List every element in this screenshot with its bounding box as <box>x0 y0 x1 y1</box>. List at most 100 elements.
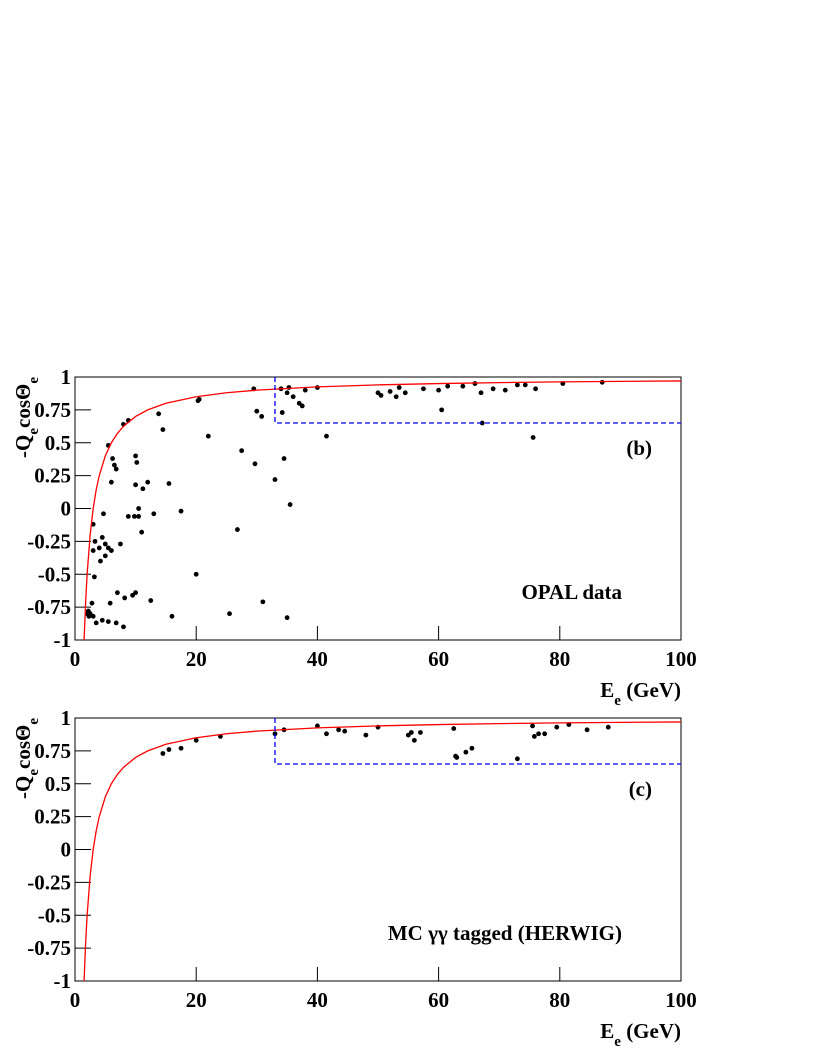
y-tick-label: 0.5 <box>45 772 71 796</box>
x-tick-label: 0 <box>70 647 81 671</box>
data-point <box>324 731 329 737</box>
data-point <box>514 756 520 762</box>
data-point <box>85 608 91 614</box>
y-tick-label: -0.5 <box>38 562 71 586</box>
data-point <box>113 620 119 626</box>
data-point <box>336 727 342 733</box>
y-tick-label: -1 <box>54 628 72 652</box>
data-point <box>113 466 119 472</box>
y-tick-label: 0.75 <box>34 739 71 763</box>
data-point <box>479 420 485 426</box>
data-point <box>239 448 245 454</box>
data-point <box>411 737 417 743</box>
annotation: MC γγ tagged (HERWIG) <box>388 921 622 945</box>
x-axis-label: Ee (GeV) <box>600 1019 681 1050</box>
data-point <box>136 513 142 519</box>
x-label-part: E <box>600 1019 614 1043</box>
data-point <box>342 728 348 734</box>
data-point <box>522 382 528 388</box>
data-point <box>139 529 145 535</box>
x-tick-label: 20 <box>186 988 207 1012</box>
data-point <box>418 730 423 735</box>
y-tick-label: -0.75 <box>27 936 71 960</box>
data-point <box>111 462 117 468</box>
x-tick-label: 0 <box>70 988 81 1012</box>
data-point <box>460 383 466 389</box>
data-point <box>421 386 426 392</box>
data-point <box>136 506 142 511</box>
data-point <box>193 737 199 743</box>
x-axis-label: Ee (GeV) <box>600 678 681 709</box>
data-point <box>254 408 260 414</box>
data-point <box>363 732 369 738</box>
data-point <box>378 393 384 398</box>
data-point <box>536 731 541 737</box>
data-point <box>133 453 139 459</box>
data-point <box>90 548 96 553</box>
data-point <box>533 386 538 392</box>
y-tick-label: 0.5 <box>45 431 71 455</box>
data-point <box>133 590 139 596</box>
data-point <box>156 411 162 417</box>
data-point <box>324 433 329 439</box>
y-tick-label: -1 <box>54 969 72 993</box>
x-label-part: e <box>614 693 621 709</box>
annotation: OPAL data <box>521 580 622 604</box>
x-tick-label: 100 <box>665 647 697 671</box>
cut-region <box>274 718 681 765</box>
data-point <box>140 486 146 492</box>
data-point <box>436 387 441 393</box>
x-tick-label: 60 <box>428 647 449 671</box>
panel-label: (c) <box>629 777 652 801</box>
x-label-part: e <box>614 1034 621 1050</box>
data-point <box>445 383 451 389</box>
data-point <box>490 386 496 392</box>
data-point <box>205 433 211 439</box>
y-tick-label: 0.25 <box>34 464 71 488</box>
data-point <box>99 535 105 540</box>
data-point <box>99 617 105 623</box>
data-point <box>178 508 184 514</box>
x-tick-label: 60 <box>428 988 449 1012</box>
data-point <box>584 727 590 733</box>
y-label-part: -Q <box>11 776 35 799</box>
data-point <box>105 619 111 624</box>
data-point <box>402 390 408 396</box>
data-point <box>148 598 154 603</box>
data-point <box>108 479 114 485</box>
x-tick-label: 80 <box>549 988 570 1012</box>
curve <box>83 721 682 982</box>
y-label-part: e <box>26 377 42 384</box>
data-point <box>530 435 536 440</box>
x-tick-label: 20 <box>186 647 207 671</box>
x-tick-label: 40 <box>307 647 328 671</box>
panel-label: (b) <box>626 436 652 460</box>
x-label-part: (GeV) <box>621 1019 681 1043</box>
data-point <box>101 511 106 517</box>
data-point <box>89 600 95 606</box>
data-point <box>122 595 128 601</box>
data-point <box>125 513 131 519</box>
data-point <box>514 382 520 388</box>
data-point <box>92 538 98 544</box>
data-point <box>110 456 115 461</box>
data-point <box>196 396 202 402</box>
data-point <box>193 571 199 577</box>
data-point <box>281 456 287 461</box>
data-point <box>145 479 151 485</box>
data-point <box>108 548 114 553</box>
data-point <box>554 724 560 730</box>
data-point <box>160 427 166 432</box>
data-point <box>96 545 102 551</box>
y-tick-label: 1 <box>61 706 72 730</box>
data-point <box>299 403 305 409</box>
data-point <box>287 502 293 507</box>
data-point <box>102 553 108 559</box>
y-label-part: e <box>26 428 42 435</box>
x-tick-label: 80 <box>549 647 570 671</box>
data-point <box>542 731 548 737</box>
data-point <box>272 477 278 482</box>
y-tick-label: 1 <box>61 365 72 389</box>
data-point <box>227 611 232 617</box>
